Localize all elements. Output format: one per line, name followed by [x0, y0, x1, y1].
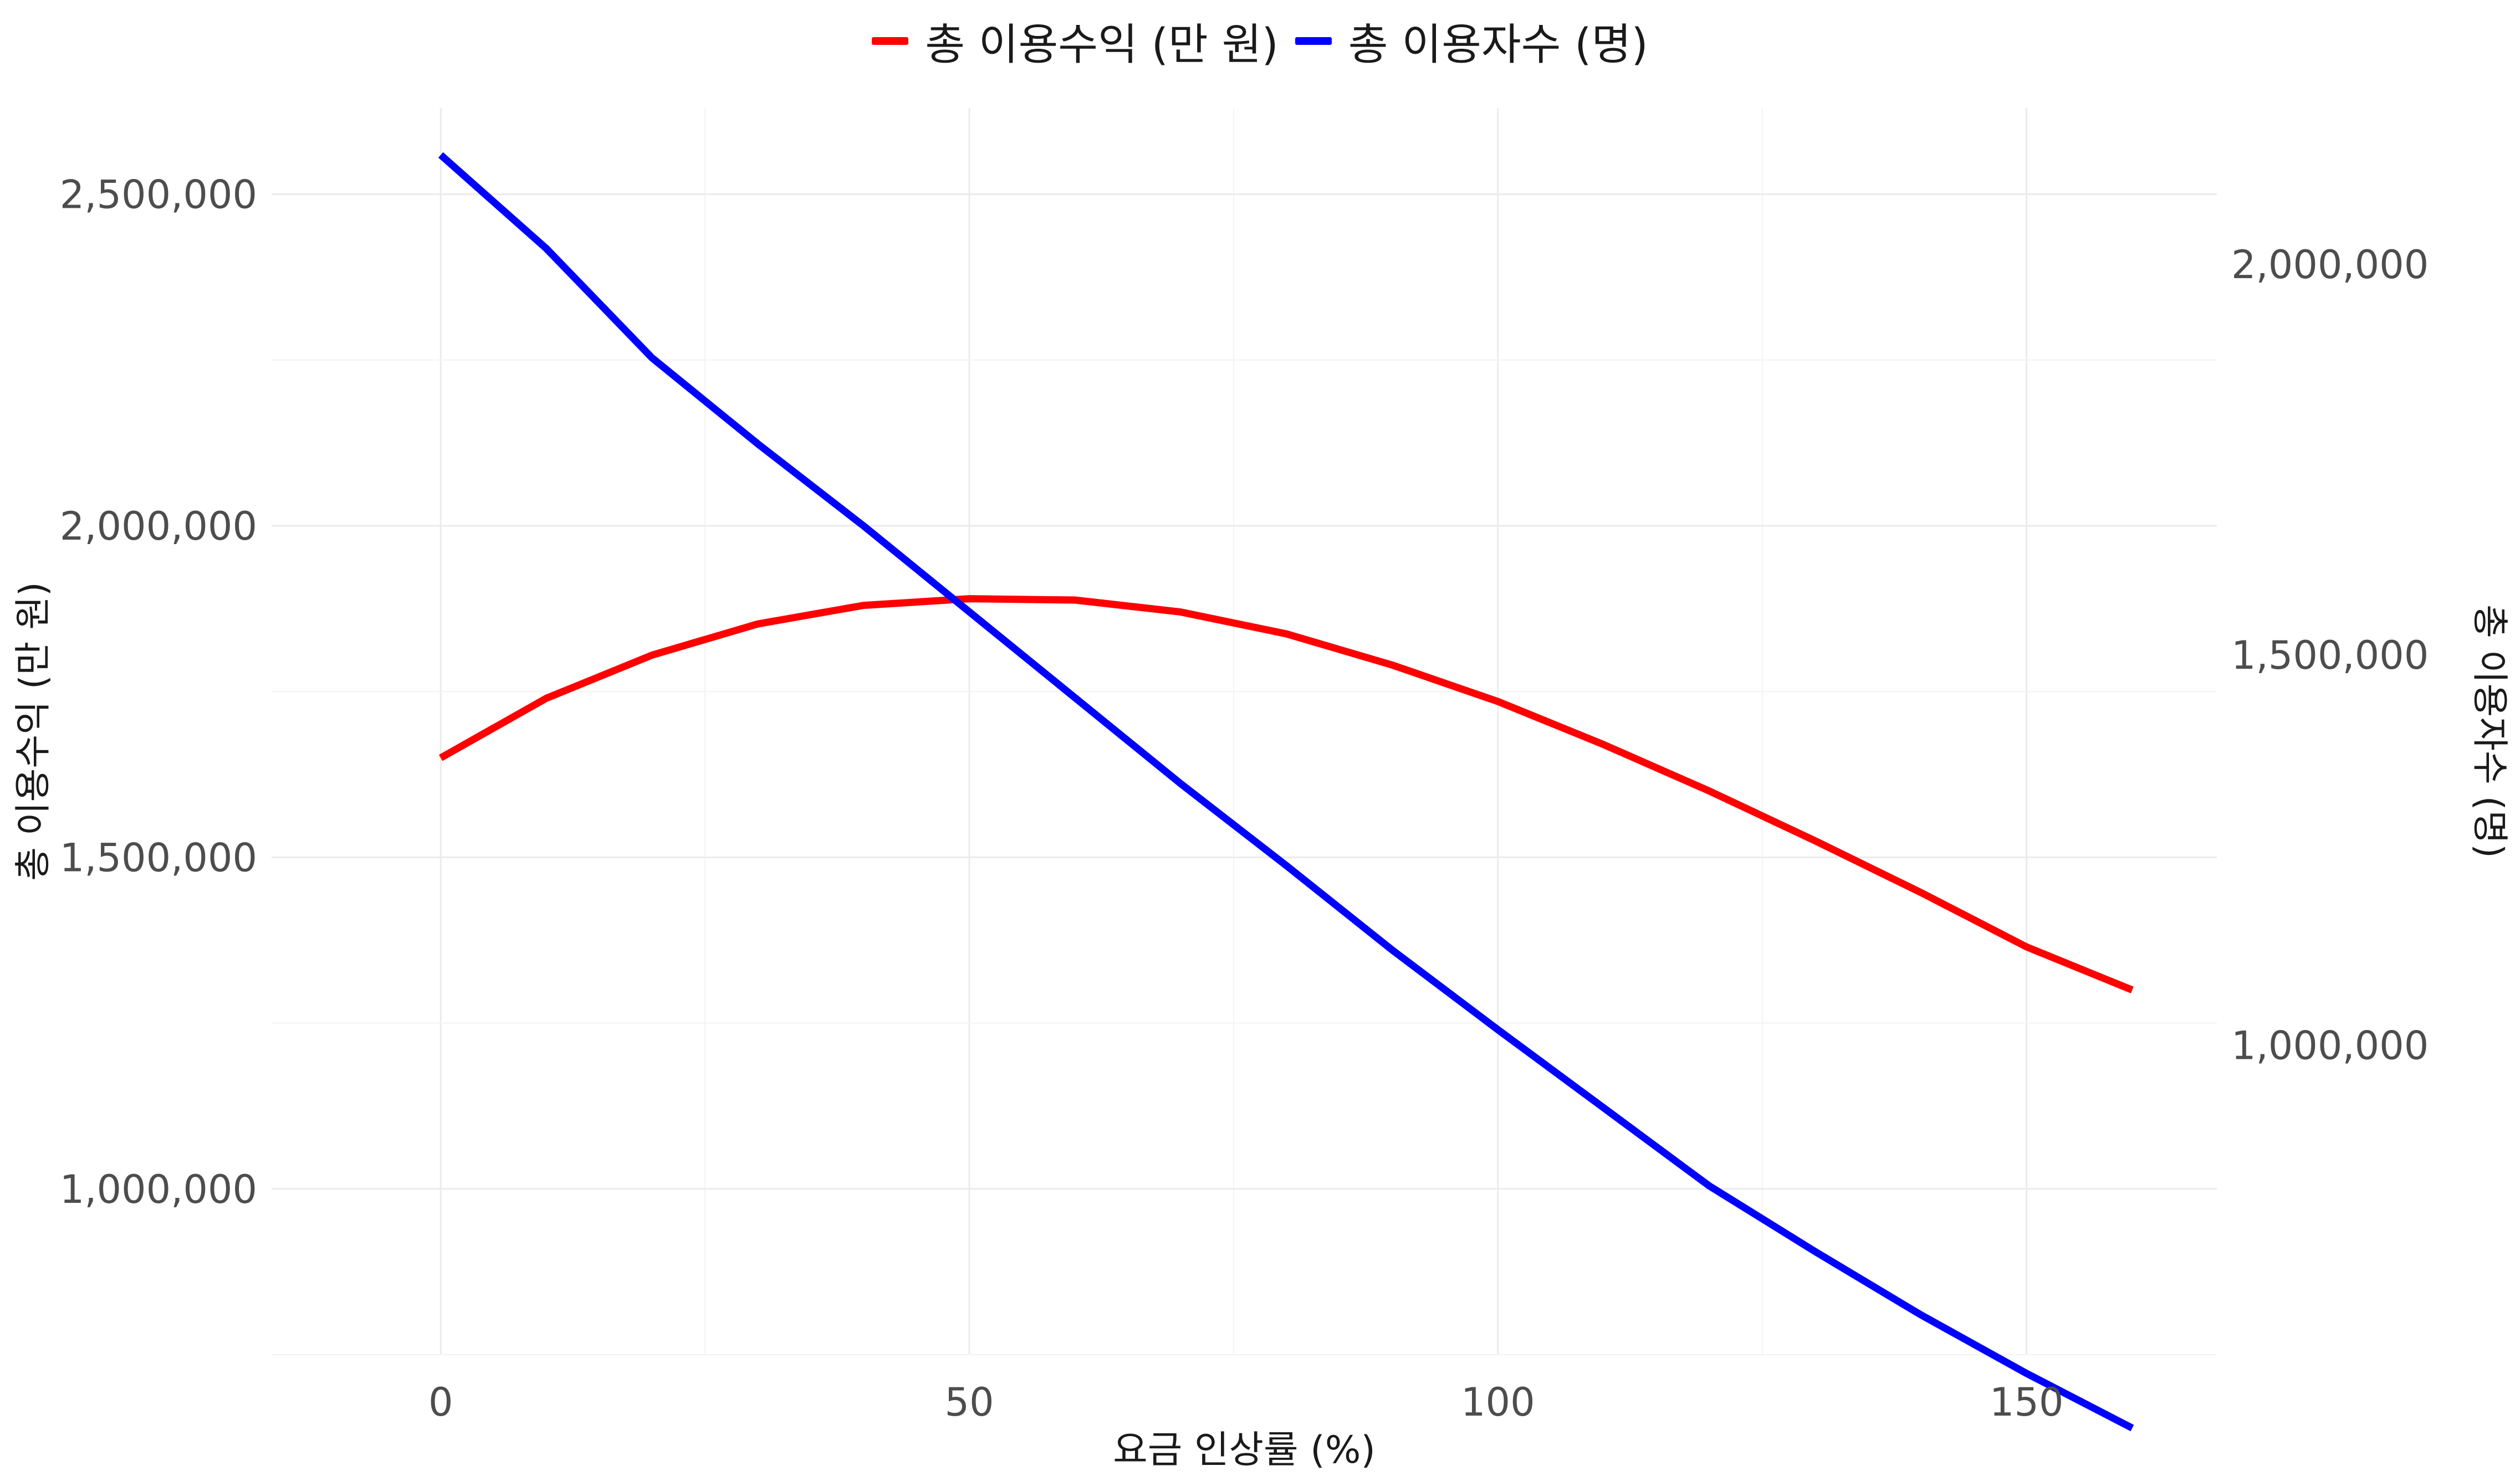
- legend-label-revenue: 총 이용수익 (만 원): [925, 20, 1279, 70]
- grid: [272, 108, 2217, 1355]
- legend-item-revenue: 총 이용수익 (만 원): [872, 10, 1279, 72]
- x-tick-label: 50: [944, 1380, 994, 1425]
- y-right-tick-label: 2,000,000: [2231, 242, 2429, 288]
- legend-swatch-revenue: [872, 37, 909, 45]
- series-lines: [438, 152, 2134, 1432]
- legend-label-users: 총 이용자수 (명): [1348, 20, 1648, 70]
- legend: 총 이용수익 (만 원) 총 이용자수 (명): [0, 10, 2520, 72]
- y-right-tick-label: 1,500,000: [2231, 633, 2429, 678]
- series-line-left: [439, 595, 2134, 993]
- x-axis-label: 요금 인상률 (%): [1113, 1428, 1376, 1472]
- x-tick-label: 150: [1990, 1380, 2064, 1425]
- y-left-tick-label: 2,000,000: [60, 504, 257, 549]
- series-line-right: [438, 152, 2134, 1432]
- y-axis-left-label: 총 이용수익 (만 원): [12, 582, 54, 880]
- y-left-tick-label: 1,500,000: [60, 835, 257, 880]
- x-tick-label: 100: [1461, 1380, 1535, 1425]
- tick-labels: 0 50 100 150 1,000,000 1,500,000 2,000,000 2,50…: [60, 172, 2429, 1425]
- y-right-tick-label: 1,000,000: [2231, 1023, 2429, 1069]
- y-left-tick-label: 1,000,000: [60, 1167, 257, 1212]
- legend-item-users: 총 이용자수 (명): [1295, 10, 1648, 72]
- x-tick-label: 0: [428, 1380, 453, 1425]
- y-left-tick-label: 2,500,000: [60, 172, 257, 218]
- legend-swatch-users: [1295, 37, 1332, 45]
- y-axis-right-label: 총 이용자수 (명): [2468, 604, 2511, 858]
